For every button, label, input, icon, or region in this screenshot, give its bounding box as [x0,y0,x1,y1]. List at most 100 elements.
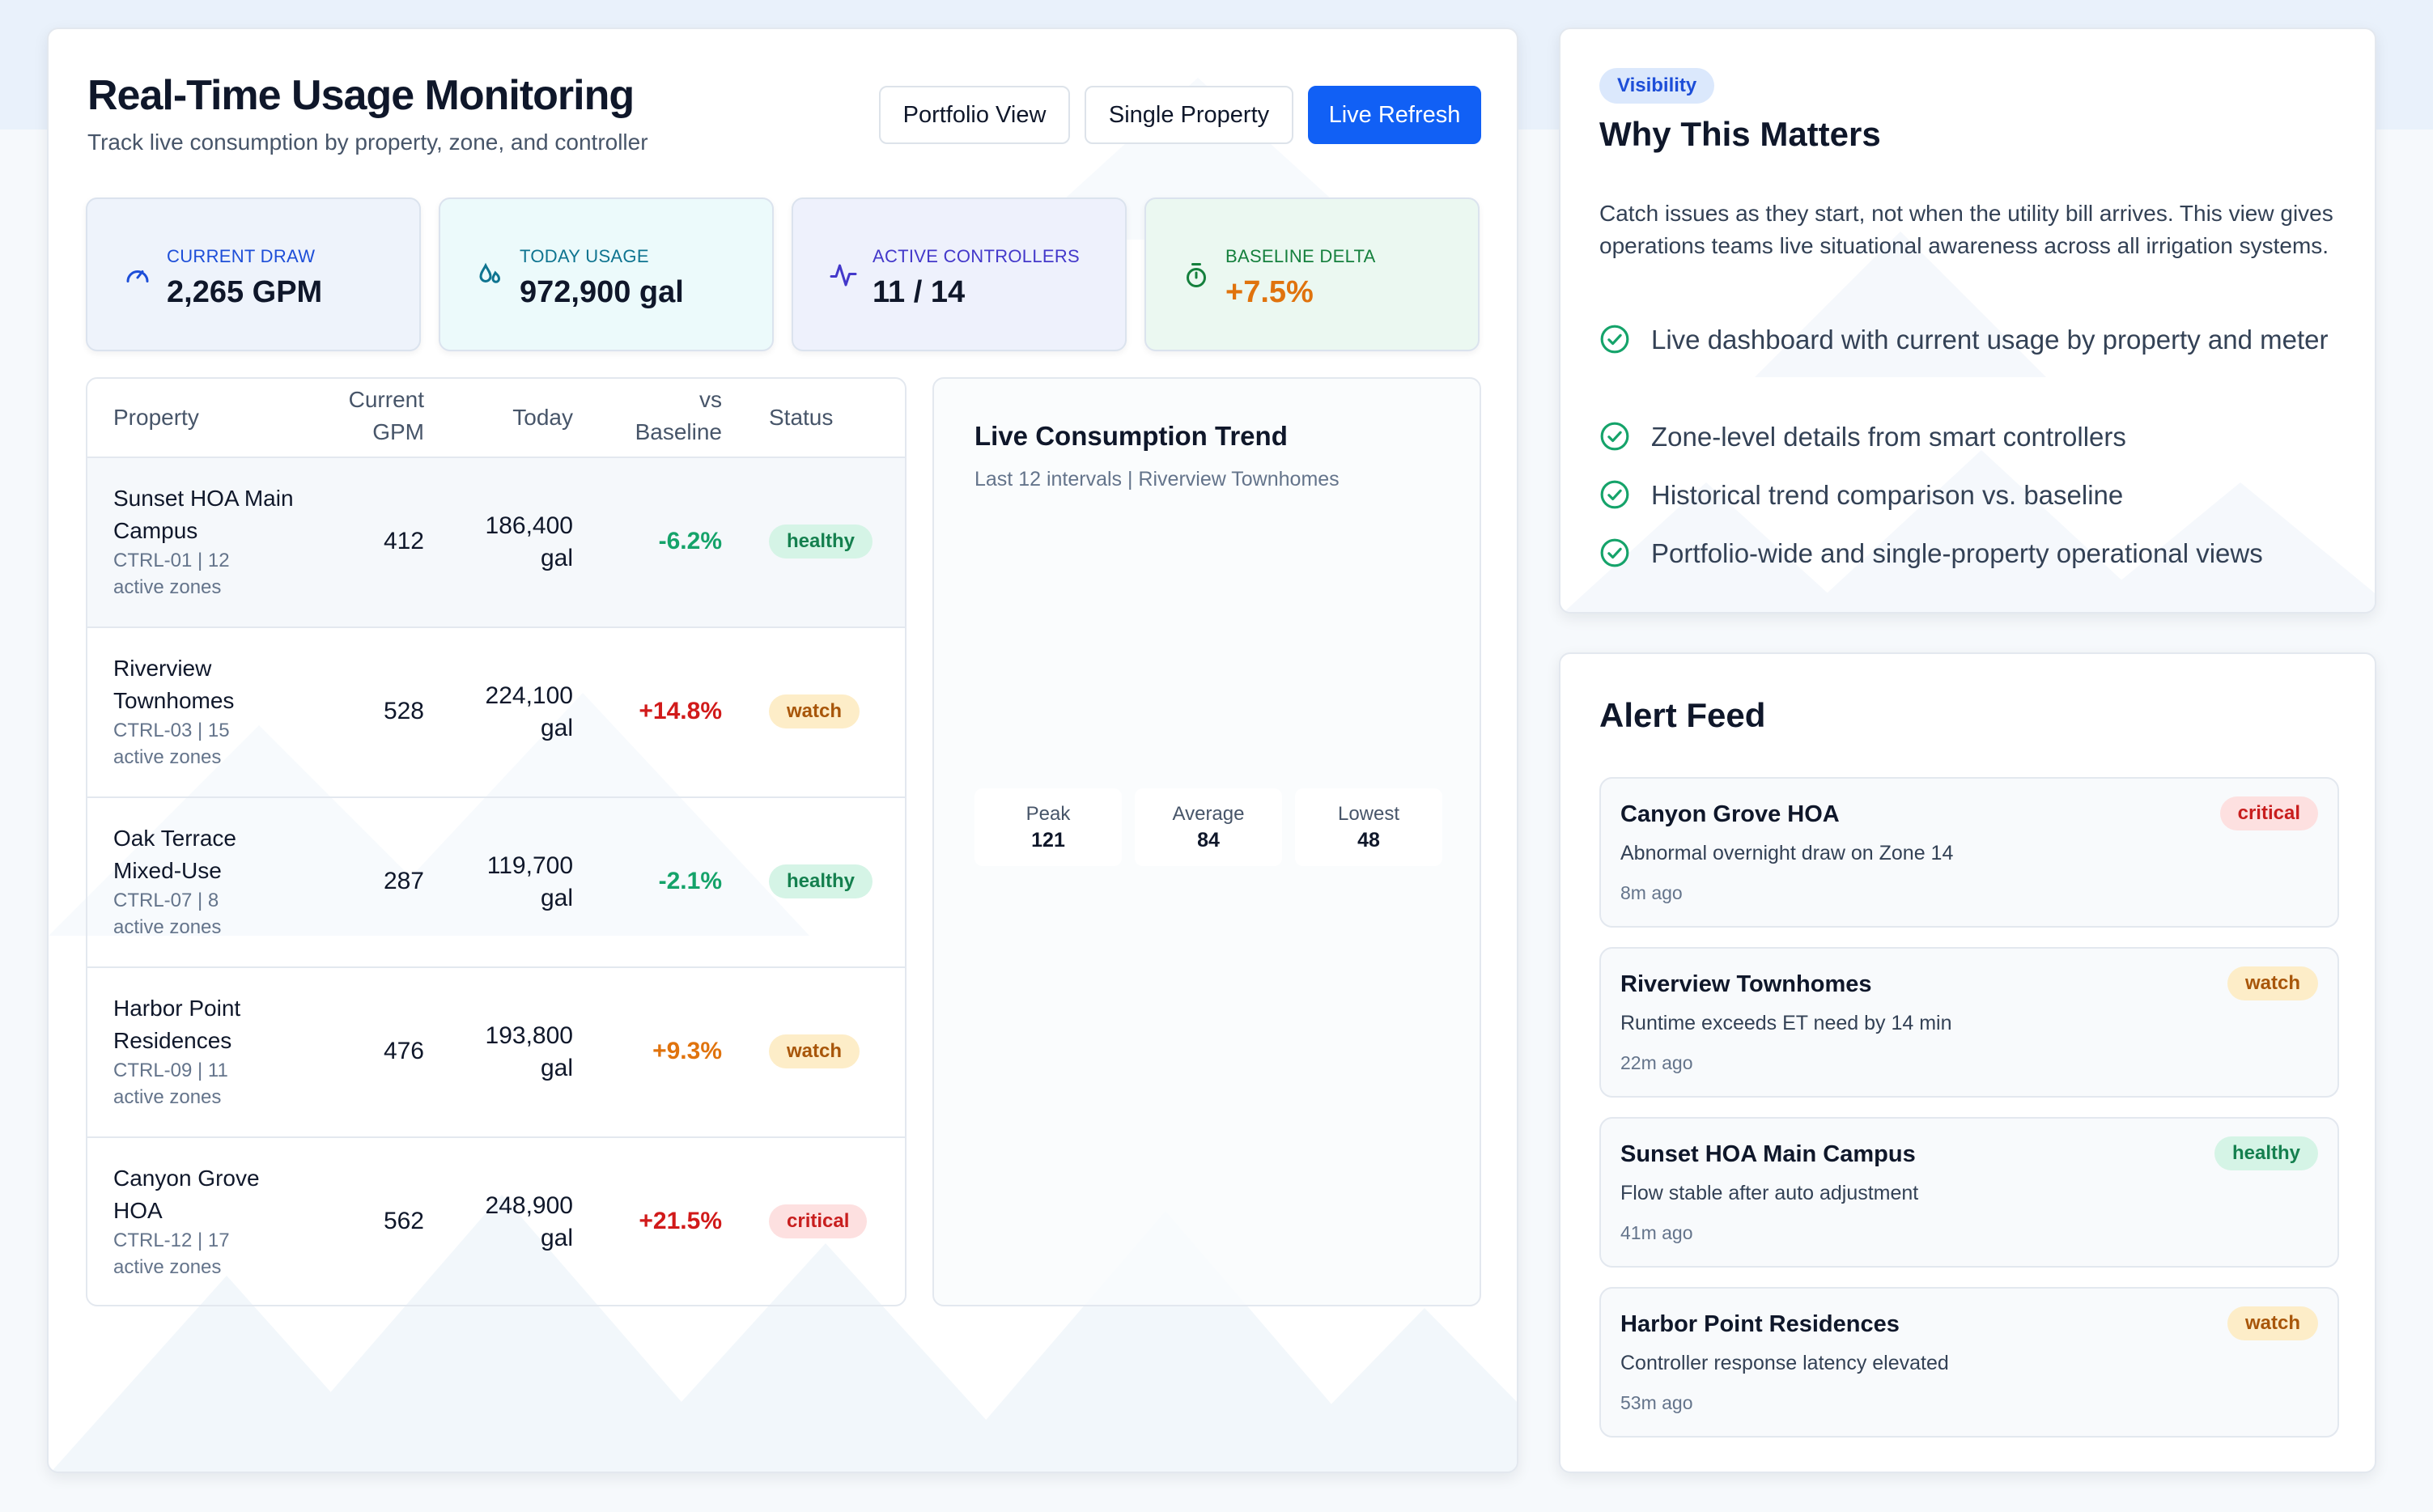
property-name: Sunset HOA Main Campus [113,486,294,543]
page-subtitle: Track live consumption by property, zone… [87,130,648,155]
check-circle-icon [1600,538,1629,567]
kpi-baseline-delta: Baseline Delta +7.5% [1144,197,1480,351]
status-badge: watch [769,694,860,728]
trend-subtitle: Last 12 intervals | Riverview Townhomes [974,468,1340,491]
column-header-status: Status [769,405,834,430]
alert-timestamp: 8m ago [1620,882,1683,903]
stat-peak: Peak 121 [974,788,1122,866]
status-badge: healthy [2214,1136,2318,1170]
alert-timestamp: 53m ago [1620,1392,1693,1413]
property-name: Riverview Townhomes [113,656,235,713]
why-title: Why This Matters [1599,115,1881,153]
single-property-button[interactable]: Single Property [1085,86,1293,144]
feature-text: Live dashboard with current usage by pro… [1651,325,2329,355]
alert-item[interactable]: Riverview Townhomes watch Runtime exceed… [1599,947,2339,1098]
table-row[interactable]: Riverview Townhomes CTRL-03 | 15 active … [87,628,905,798]
alert-description: Abnormal overnight draw on Zone 14 [1620,842,1954,864]
table-row[interactable]: Sunset HOA Main Campus CTRL-01 | 12 acti… [87,458,905,628]
live-refresh-button[interactable]: Live Refresh [1308,86,1481,144]
page-title: Real-Time Usage Monitoring [87,72,635,119]
baseline-delta-value: +21.5% [639,1208,722,1234]
current-gpm-value: 528 [383,698,424,724]
alert-feed-card: Alert Feed Canyon Grove HOA critical Abn… [1559,652,2376,1473]
status-badge: critical [2219,796,2318,830]
water-drops-icon [479,262,501,283]
alert-item[interactable]: Sunset HOA Main Campus healthy Flow stab… [1599,1117,2339,1268]
alert-description: Runtime exceeds ET need by 14 min [1620,1012,1952,1034]
alert-timestamp: 22m ago [1620,1052,1693,1073]
stat-lowest: Lowest 48 [1295,788,1442,866]
kpi-value: 2,265 GPM [167,275,323,309]
alert-description: Controller response latency elevated [1620,1352,1949,1374]
activity-pulse-icon [830,264,857,287]
stat-value: 121 [1031,829,1065,852]
alert-item[interactable]: Canyon Grove HOA critical Abnormal overn… [1599,777,2339,928]
kpi-active-controllers: Active Controllers 11 / 14 [792,197,1127,351]
baseline-delta-value: -6.2% [658,528,722,554]
stat-label: Average [1172,803,1245,825]
current-gpm-value: 476 [383,1038,424,1064]
table-row[interactable]: Harbor Point Residences CTRL-09 | 11 act… [87,968,905,1138]
table-row[interactable]: Oak Terrace Mixed-Use CTRL-07 | 8 active… [87,798,905,968]
status-badge: watch [769,1034,860,1068]
property-meta: CTRL-03 | 15 active zones [113,720,230,768]
stat-label: Peak [1025,803,1071,825]
status-badge: critical [769,1204,868,1238]
status-badge: watch [2227,966,2318,1000]
baseline-delta-value: +14.8% [639,698,722,724]
current-gpm-value: 562 [383,1208,424,1234]
current-gpm-value: 412 [383,528,424,554]
gauge-icon [126,270,149,282]
property-name: Canyon Grove HOA [113,1166,260,1223]
table-header: Property Current GPM Today vs Baseline S… [87,379,905,458]
baseline-delta-value: -2.1% [658,868,722,894]
kpi-value: 11 / 14 [873,275,966,309]
today-usage-value: 248,900 gal [485,1192,573,1251]
feature-text: Historical trend comparison vs. baseline [1651,480,2124,510]
status-badge: healthy [769,864,873,898]
kpi-value: 972,900 gal [520,275,684,309]
stopwatch-icon [1187,263,1206,287]
kpi-today-usage: Today Usage 972,900 gal [439,197,774,351]
alert-item[interactable]: Harbor Point Residences watch Controller… [1599,1287,2339,1438]
stat-value: 48 [1357,829,1380,852]
alert-title: Riverview Townhomes [1620,971,1872,997]
property-meta: CTRL-07 | 8 active zones [113,890,222,938]
property-meta: CTRL-12 | 17 active zones [113,1230,230,1278]
today-usage-value: 119,700 gal [486,852,573,911]
column-header-today: Today [512,405,573,430]
property-name: Harbor Point Residences [113,996,241,1053]
alert-title: Harbor Point Residences [1620,1311,1900,1337]
property-name: Oak Terrace Mixed-Use [113,826,236,883]
kpi-label: Baseline Delta [1225,246,1376,266]
live-consumption-trend-card: Live Consumption Trend Last 12 intervals… [932,377,1481,1306]
stat-value: 84 [1197,829,1220,852]
portfolio-view-button[interactable]: Portfolio View [879,86,1070,144]
status-badge: healthy [769,525,873,559]
kpi-value: +7.5% [1225,275,1314,309]
today-usage-value: 186,400 gal [485,512,573,571]
alert-timestamp: 41m ago [1620,1222,1693,1243]
column-header-vs-baseline: vs Baseline [635,387,722,444]
alert-title: Canyon Grove HOA [1620,801,1840,827]
kpi-current-draw: Current Draw 2,265 GPM [86,197,421,351]
kpi-label: Today Usage [520,246,649,266]
table-row[interactable]: Canyon Grove HOA CTRL-12 | 17 active zon… [87,1138,905,1305]
status-badge: watch [2227,1306,2318,1340]
kpi-label: Current Draw [167,246,316,266]
kpi-label: Active Controllers [873,246,1081,266]
current-gpm-value: 287 [383,868,424,894]
column-header-current-gpm: Current GPM [348,387,424,444]
stat-label: Lowest [1337,803,1400,825]
baseline-delta-value: +9.3% [652,1038,722,1064]
why-description: Catch issues as they start, not when the… [1599,201,2333,258]
property-meta: CTRL-09 | 11 active zones [113,1060,228,1108]
today-usage-value: 193,800 gal [485,1022,573,1081]
property-usage-table: Property Current GPM Today vs Baseline S… [86,377,907,1306]
column-header-property: Property [113,405,199,430]
check-circle-icon [1600,325,1629,354]
usage-monitoring-panel: Real-Time Usage Monitoring Track live co… [47,28,1518,1473]
feature-text: Zone-level details from smart controller… [1651,422,2126,452]
alert-title: Sunset HOA Main Campus [1620,1141,1916,1167]
alert-feed-title: Alert Feed [1599,696,1766,734]
